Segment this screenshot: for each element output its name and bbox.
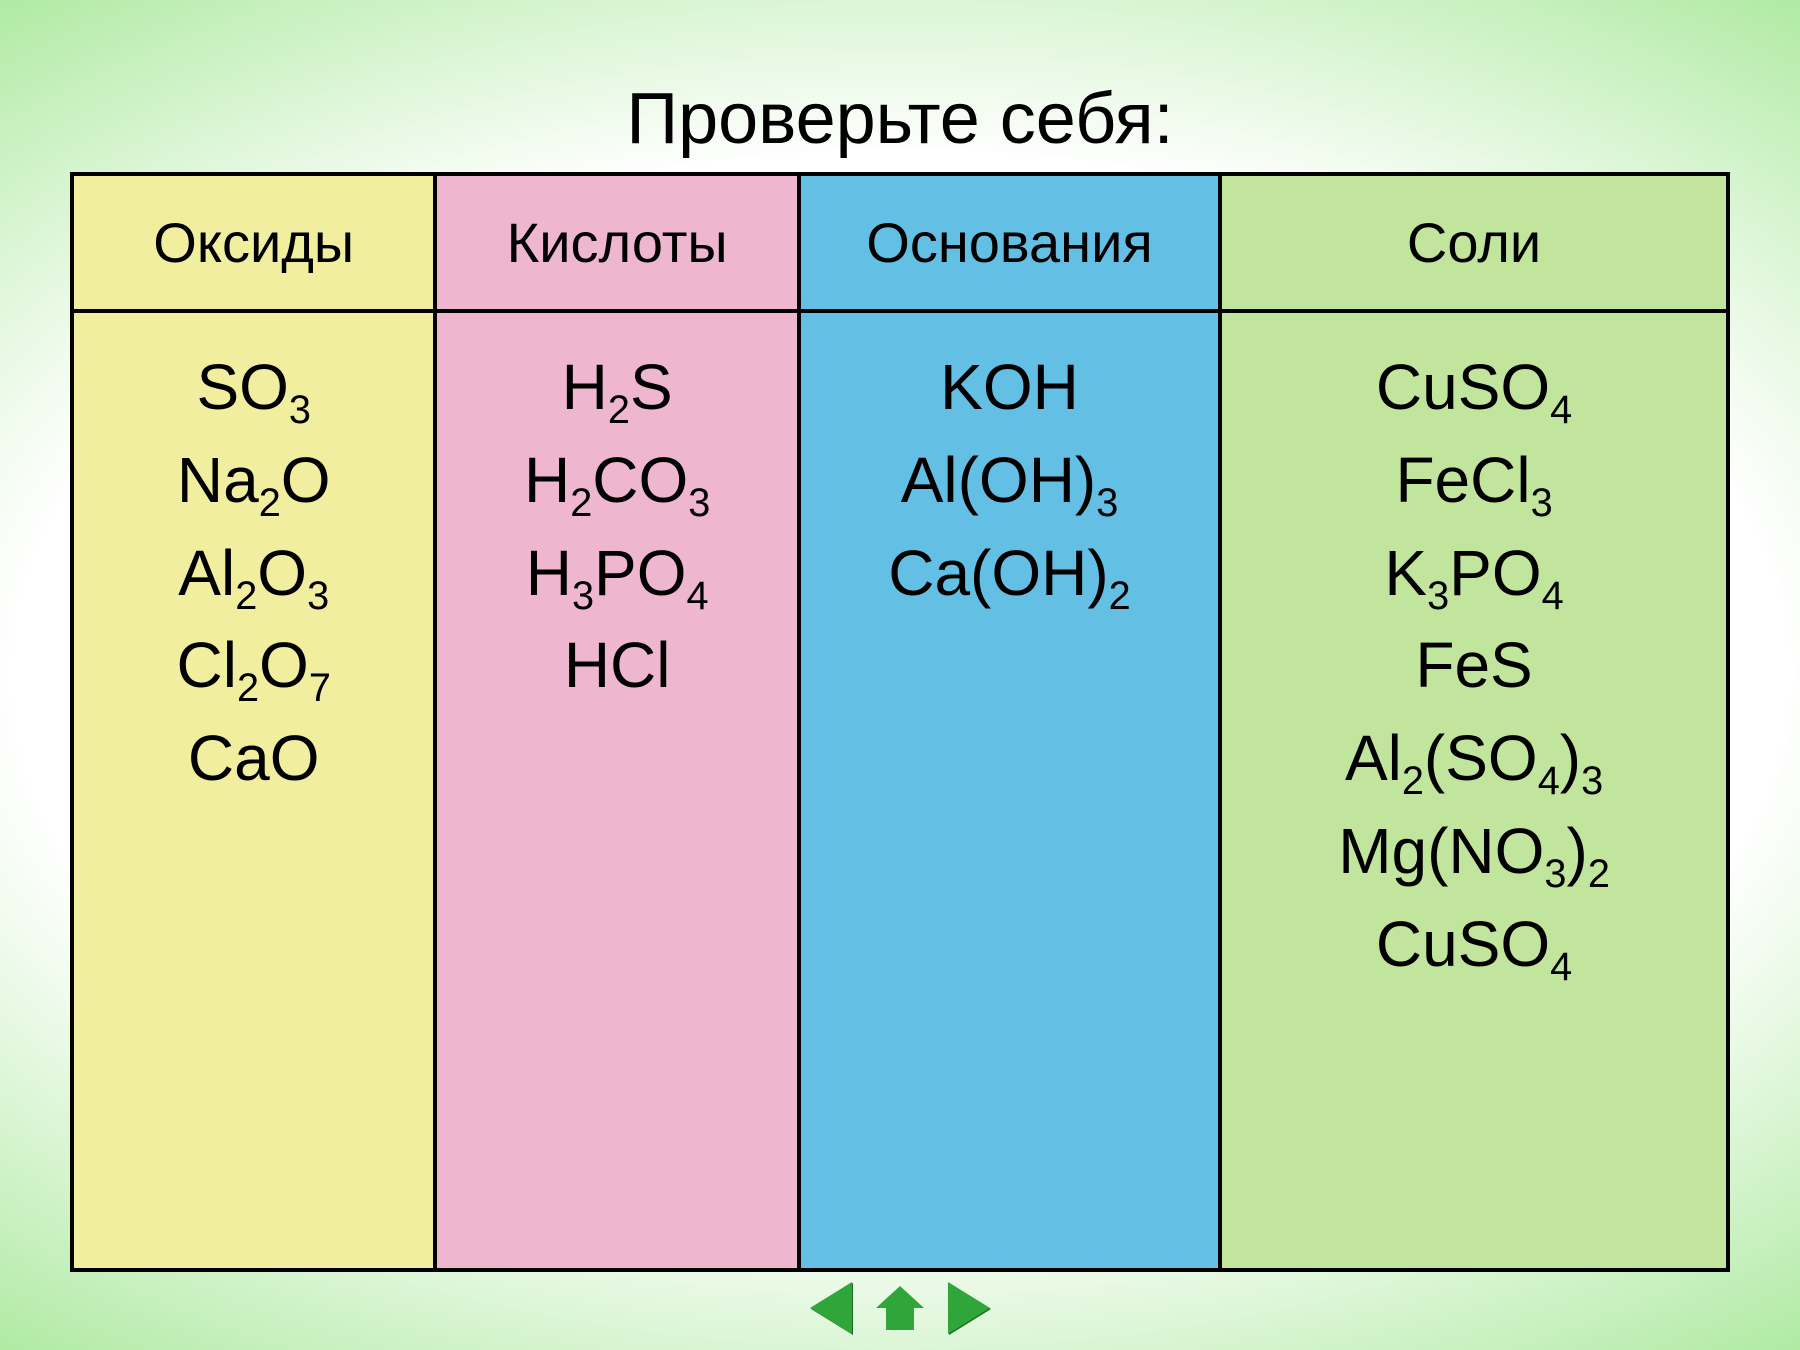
- formula: CuSO4: [1222, 341, 1726, 434]
- formula: KOH: [801, 341, 1218, 434]
- formula: Ca(OH)2: [801, 527, 1218, 620]
- formula: HCl: [437, 619, 796, 712]
- col-header-bases: Основания: [801, 176, 1222, 309]
- formula: CaO: [74, 712, 433, 805]
- formula: H2CO3: [437, 434, 796, 527]
- table-body-row: SO3Na2OAl2O3Cl2O7CaO H2SH2CO3H3PO4HCl KO…: [74, 313, 1726, 1268]
- col-header-oxides: Оксиды: [74, 176, 437, 309]
- formula: H3PO4: [437, 527, 796, 620]
- formula: K3PO4: [1222, 527, 1726, 620]
- formula: FeS: [1222, 619, 1726, 712]
- col-header-acids: Кислоты: [437, 176, 800, 309]
- formula: H2S: [437, 341, 796, 434]
- home-button[interactable]: [876, 1286, 924, 1330]
- nav-controls: [810, 1282, 990, 1334]
- col-body-acids: H2SH2CO3H3PO4HCl: [437, 313, 800, 1268]
- slide-content: Проверьте себя: Оксиды Кислоты Основания…: [70, 78, 1730, 1272]
- formula: Mg(NO3)2: [1222, 805, 1726, 898]
- formula: Cl2O7: [74, 619, 433, 712]
- col-header-salts: Соли: [1222, 176, 1726, 309]
- home-icon: [886, 1306, 914, 1330]
- formula: SO3: [74, 341, 433, 434]
- formula: CuSO4: [1222, 898, 1726, 991]
- formula: Al(OH)3: [801, 434, 1218, 527]
- col-body-bases: KOHAl(OH)3Ca(OH)2: [801, 313, 1222, 1268]
- col-body-oxides: SO3Na2OAl2O3Cl2O7CaO: [74, 313, 437, 1268]
- home-icon: [876, 1286, 924, 1308]
- formula: Al2O3: [74, 527, 433, 620]
- formula: Na2O: [74, 434, 433, 527]
- slide-title: Проверьте себя:: [70, 78, 1730, 160]
- col-body-salts: CuSO4FeCl3K3PO4FeSAl2(SO4)3Mg(NO3)2CuSO4: [1222, 313, 1726, 1268]
- table-header-row: Оксиды Кислоты Основания Соли: [74, 176, 1726, 313]
- classification-table: Оксиды Кислоты Основания Соли SO3Na2OAl2…: [70, 172, 1730, 1272]
- formula: Al2(SO4)3: [1222, 712, 1726, 805]
- next-button[interactable]: [948, 1282, 990, 1334]
- formula: FeCl3: [1222, 434, 1726, 527]
- prev-button[interactable]: [810, 1282, 852, 1334]
